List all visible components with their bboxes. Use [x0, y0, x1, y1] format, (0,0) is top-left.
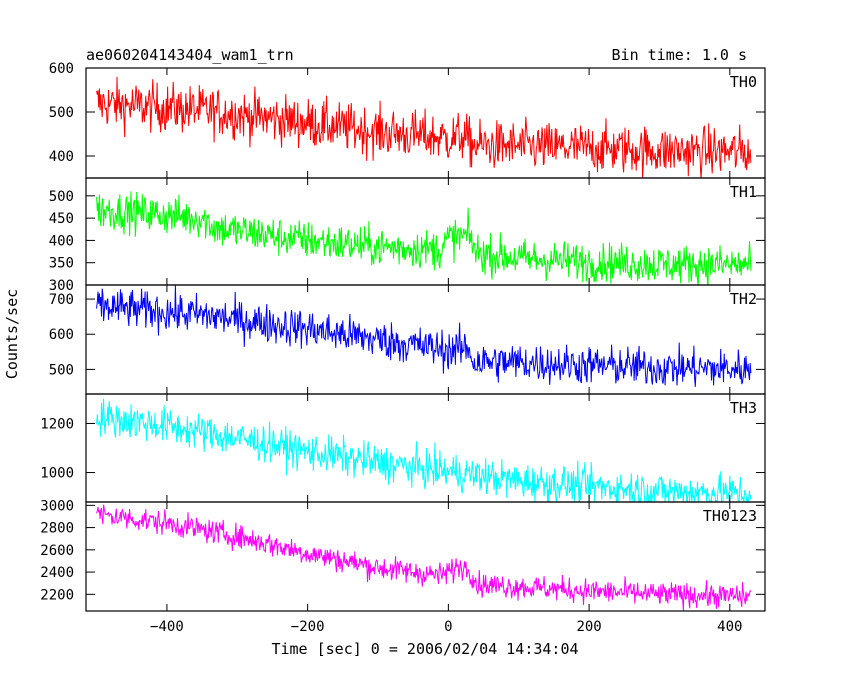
x-tick-label: 400	[717, 619, 742, 635]
bin-time-label: Bin time: 1.0 s	[612, 46, 747, 64]
y-tick-label: 400	[49, 233, 74, 249]
y-tick-label: 700	[49, 292, 74, 308]
panel-label-th0: TH0	[730, 73, 757, 91]
y-tick-label: 2400	[40, 565, 74, 581]
series-line-th0123	[96, 504, 752, 611]
y-tick-label: 500	[49, 189, 74, 205]
panel-th3: 1000 1200 TH3	[40, 393, 766, 503]
y-tick-label: 500	[49, 105, 74, 121]
y-tick-label: 2600	[40, 543, 74, 559]
y-tick-label: 350	[49, 256, 74, 272]
x-tick-label: 200	[576, 619, 601, 635]
panel-th2: 500 600 700 TH2	[49, 284, 766, 395]
panel-frame	[85, 501, 766, 612]
panel-th0: 400 500 600 TH0	[49, 61, 766, 179]
y-tick-label: 1200	[40, 416, 74, 432]
y-tick-label: 300	[49, 278, 74, 294]
x-tick-label: 0	[444, 619, 452, 635]
y-tick-label: 450	[49, 211, 74, 227]
y-tick-label: 3000	[40, 498, 74, 514]
series-line-th0	[96, 76, 752, 178]
y-axis-label: Counts/sec	[3, 289, 21, 379]
y-tick-label: 600	[49, 327, 74, 343]
panel-th0123: 2200 2400 2600 2800 3000 TH0123	[40, 498, 766, 612]
y-tick-label: 2200	[40, 587, 74, 603]
panel-label-th1: TH1	[730, 183, 757, 201]
panel-label-th2: TH2	[730, 290, 757, 308]
series-line-th1	[96, 191, 752, 285]
y-tick-label: 2800	[40, 521, 74, 537]
y-tick-label: 400	[49, 149, 74, 165]
x-tick-label: −200	[291, 619, 325, 635]
panels-layer: 400 500 600 TH0 300 350 400 450 500 TH1 500 600 700 T…	[40, 61, 766, 635]
series-line-th3	[96, 398, 752, 502]
y-tick-label: 600	[49, 61, 74, 77]
chart-title: ae060204143404_wam1_trn	[86, 46, 294, 64]
panel-label-th0123: TH0123	[703, 507, 757, 525]
y-tick-label: 500	[49, 362, 74, 378]
panel-th1: 300 350 400 450 500 TH1	[49, 177, 766, 294]
x-tick-label: −400	[150, 619, 184, 635]
x-axis-label: Time [sec] 0 = 2006/02/04 14:34:04	[271, 640, 578, 658]
series-line-th2	[96, 285, 752, 387]
y-tick-label: 1000	[40, 466, 74, 482]
panel-label-th3: TH3	[730, 399, 757, 417]
